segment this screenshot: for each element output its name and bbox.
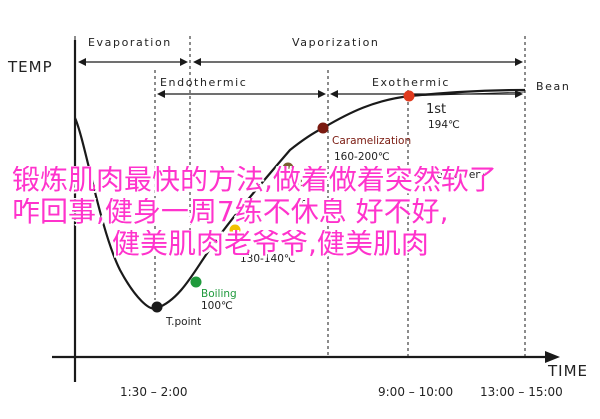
label-second-crack: velopment <box>430 169 486 181</box>
y-axis-title: TEMP <box>7 58 53 76</box>
label-bean: Bean <box>536 80 570 93</box>
evaporation-arrow-right <box>180 58 188 66</box>
vaporization-arrow-left <box>193 58 201 66</box>
label-endothermic: Endothermic <box>160 76 247 89</box>
x-tick-3: 13:00 – 15:00 <box>480 385 563 399</box>
endothermic-arrow-right <box>318 90 326 98</box>
exothermic-arrow-left <box>330 90 338 98</box>
x-tick-1: 1:30 – 2:00 <box>120 385 188 399</box>
label-yellow: Y <box>239 238 247 250</box>
label-yellow-temp: 130-140℃ <box>240 253 296 265</box>
label-cinnamon: ill <box>294 178 303 190</box>
label-cinnamon-temp: 15 <box>294 199 307 211</box>
vaporization-arrow-right <box>515 58 523 66</box>
x-axis-arrow <box>545 351 560 363</box>
label-boiling-temp: 100℃ <box>201 300 233 312</box>
overlay-text-line-1: 锻炼肌肉最快的方法,做着做着突然软了 <box>12 166 497 194</box>
stage-point-caramelization <box>317 122 329 134</box>
label-vaporization: Vaporization <box>292 36 380 49</box>
evaporation-arrow-left <box>78 58 86 66</box>
label-first-crack: 1st <box>426 102 446 117</box>
endothermic-arrow-left <box>157 90 165 98</box>
exothermic-arrow-right <box>515 90 523 98</box>
label-evaporation: Evaporation <box>88 36 172 49</box>
label-tpoint: T.point <box>165 316 201 328</box>
label-caramelization: Caramelization <box>332 135 411 147</box>
stage-point-tpoint <box>151 301 163 313</box>
overlay-text-line-3: 健美肌肉老爷爷,健美肌肉 <box>112 230 429 258</box>
bean-end-line <box>409 91 526 97</box>
label-caramelization-temp: 160-200℃ <box>334 151 390 163</box>
stage-point-cinnamon <box>282 162 294 174</box>
stage-point-boiling <box>190 276 202 288</box>
label-exothermic: Exothermic <box>372 76 450 89</box>
overlay-text-line-2: 咋回事,健身一周7练不休息 好不好, <box>12 198 449 226</box>
x-tick-2: 9:00 – 10:00 <box>378 385 453 399</box>
x-axis-title: TIME <box>547 362 588 380</box>
label-boiling: Boiling <box>201 288 237 300</box>
stage-point-yellow <box>229 224 241 236</box>
label-first-crack-temp: 194℃ <box>428 119 460 131</box>
stage-point-first-crack <box>403 90 415 102</box>
